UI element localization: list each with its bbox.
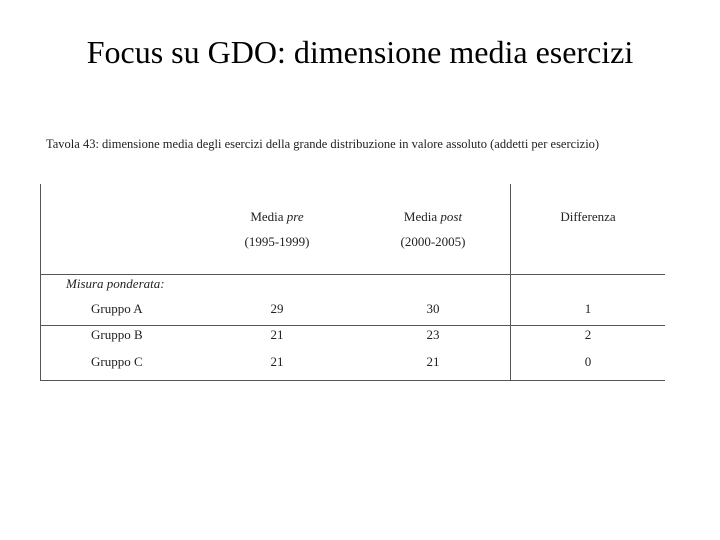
cell-post: 21 [426, 354, 440, 369]
column-header-difference: Differenza [560, 209, 616, 224]
table-left-border [40, 184, 41, 381]
row-divider [40, 325, 665, 326]
cell-post: 30 [426, 301, 440, 316]
column-header-pre: Media pre [216, 209, 338, 225]
cell-pre: 29 [270, 301, 284, 316]
header-divider [40, 274, 665, 275]
cell-difference: 0 [584, 354, 592, 369]
cell-post: 23 [426, 327, 440, 342]
column-header-post: Media post [370, 209, 496, 225]
row-label: Gruppo A [91, 301, 143, 316]
column-header-post-period: (2000-2005) [400, 234, 466, 249]
cell-pre: 21 [270, 354, 284, 369]
table-caption: Tavola 43: dimensione media degli eserci… [46, 137, 600, 151]
cell-difference: 1 [584, 301, 592, 316]
column-header-pre-italic: pre [286, 209, 304, 224]
column-header-post-italic: post [440, 209, 463, 224]
table-bottom-border [40, 380, 665, 381]
cell-difference: 2 [584, 327, 592, 342]
data-table: Media pre (1995-1999) Media post (2000-2… [40, 184, 665, 381]
table-column-divider [510, 184, 511, 381]
column-header-post-label: Media [403, 209, 441, 224]
row-label: Gruppo B [91, 327, 143, 342]
section-label: Misura ponderata: [66, 276, 165, 291]
column-header-pre-label: Media [250, 209, 287, 224]
slide-title: Focus su GDO: dimensione media esercizi [86, 34, 634, 70]
cell-pre: 21 [270, 327, 284, 342]
column-header-pre-period: (1995-1999) [244, 234, 310, 249]
row-label: Gruppo C [91, 354, 143, 369]
